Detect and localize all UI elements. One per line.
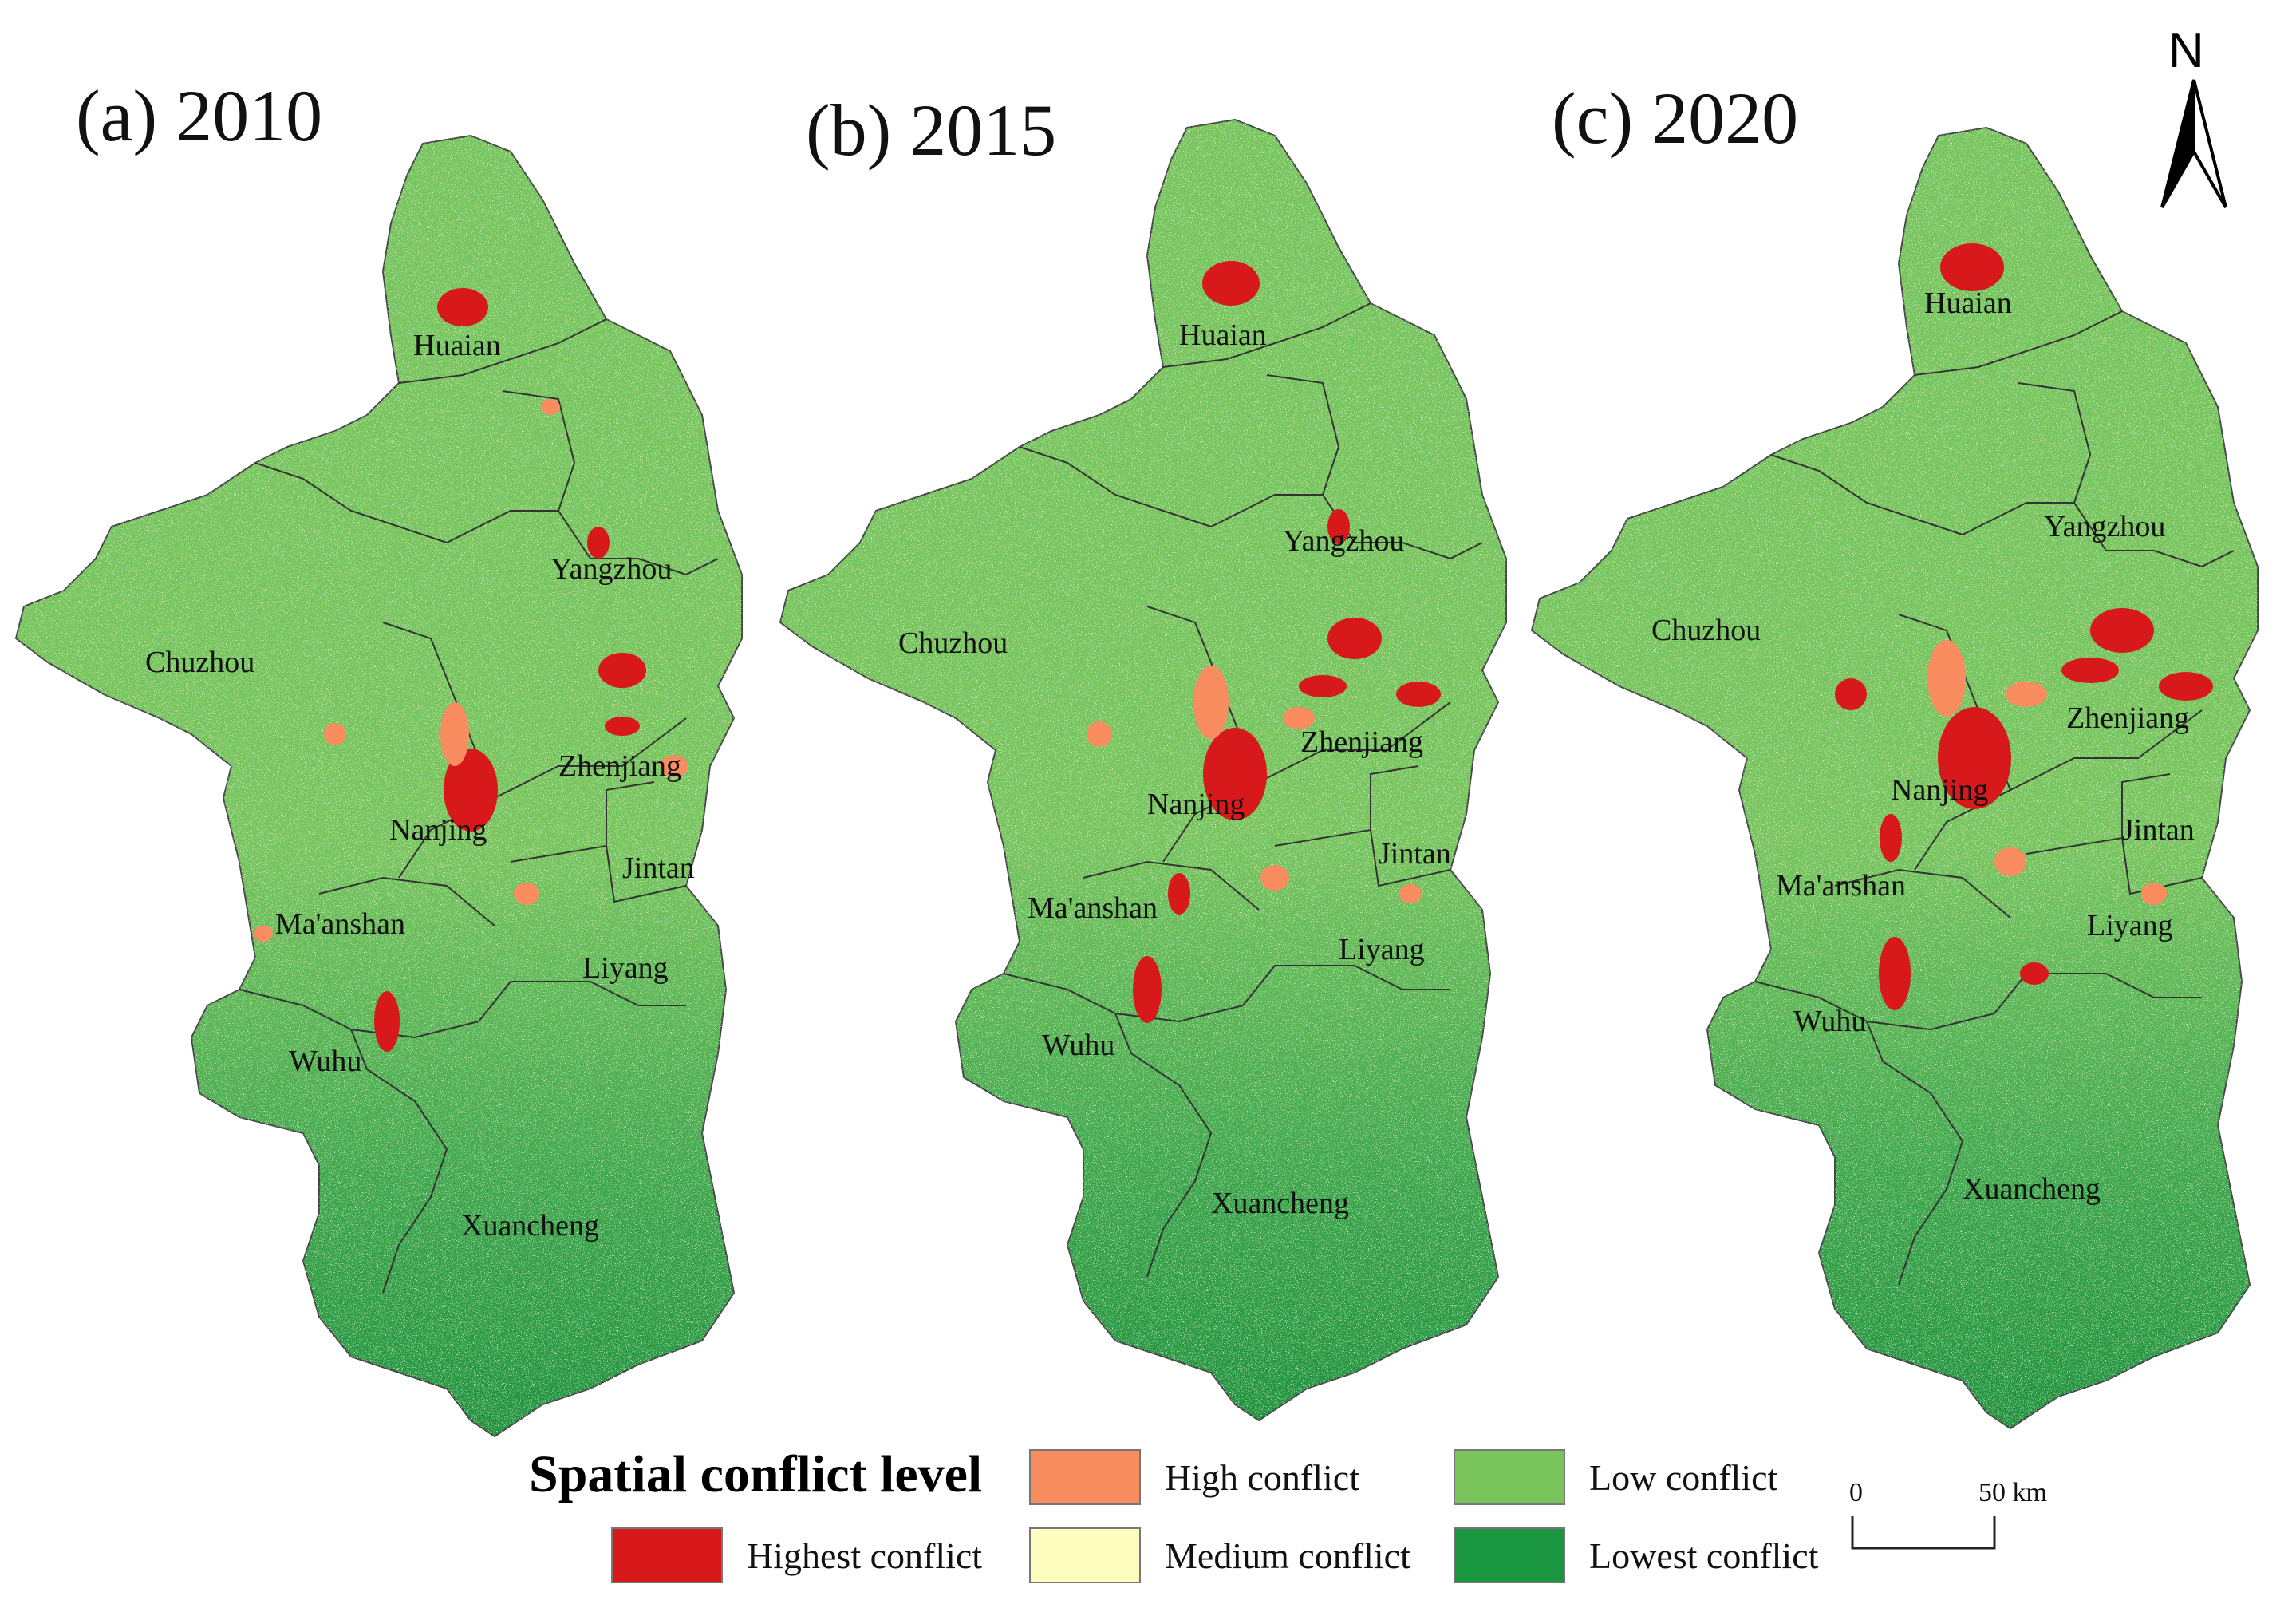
scale-end-label: 50 km <box>1978 1478 2047 1507</box>
city-label: Xuancheng <box>1963 1172 2101 1206</box>
urban-patches-a <box>254 288 688 1052</box>
legend-label-medium: Medium conflict <box>1165 1535 1410 1576</box>
city-label: Huaian <box>1924 286 2012 320</box>
city-label: Jintan <box>1379 837 1451 871</box>
city-labels-a: Huaian Yangzhou Chuzhou Zhenjiang Nanjin… <box>145 329 695 1243</box>
city-labels-b: Huaian Yangzhou Chuzhou Zhenjiang Nanjin… <box>898 318 1451 1220</box>
city-label: Liyang <box>582 951 669 985</box>
city-label: Wuhu <box>1042 1029 1114 1062</box>
legend-label-lowest: Lowest conflict <box>1589 1535 1819 1576</box>
city-label: Xuancheng <box>1211 1187 1349 1220</box>
panel-title-b: (b) 2015 <box>806 89 1057 171</box>
city-label: Huaian <box>1179 318 1267 352</box>
city-label: Chuzhou <box>1651 614 1761 647</box>
legend-swatch-high <box>1029 1449 1141 1505</box>
legend-item-medium: Medium conflict <box>1029 1527 1410 1583</box>
panel-title-a: (a) 2010 <box>76 75 323 156</box>
city-label: Wuhu <box>1793 1005 1866 1038</box>
city-label: Chuzhou <box>898 626 1008 660</box>
city-label: Huaian <box>413 329 501 362</box>
legend-item-high: High conflict <box>1029 1449 1359 1505</box>
north-letter: N <box>2168 23 2204 78</box>
city-label: Jintan <box>622 851 695 885</box>
urban-patches-c <box>1835 243 2213 1010</box>
map-panel-a: Huaian Yangzhou Chuzhou Zhenjiang Nanjin… <box>15 135 743 1437</box>
legend-title: Spatial conflict level <box>529 1445 983 1503</box>
panel-title-c: (c) 2020 <box>1552 77 1799 159</box>
city-label: Yangzhou <box>550 552 672 586</box>
north-arrow-icon <box>2160 79 2227 208</box>
city-label: Jintan <box>2122 813 2195 847</box>
legend-item-low: Low conflict <box>1454 1449 1777 1505</box>
city-labels-c: Huaian Yangzhou Chuzhou Zhenjiang Nanjin… <box>1651 286 2195 1206</box>
city-label: Liyang <box>2087 909 2173 942</box>
city-label: Liyang <box>1339 933 1425 966</box>
map-panel-b: Huaian Yangzhou Chuzhou Zhenjiang Nanjin… <box>779 119 1507 1421</box>
city-label: Yangzhou <box>2044 510 2165 543</box>
legend-label-low: Low conflict <box>1589 1456 1778 1498</box>
city-label: Chuzhou <box>145 646 254 679</box>
legend-swatch-low <box>1454 1449 1565 1505</box>
legend-item-highest: Highest conflict <box>611 1527 982 1583</box>
legend-swatch-lowest <box>1454 1527 1565 1583</box>
city-label: Nanjing <box>389 813 487 847</box>
city-label: Ma'anshan <box>1776 869 1906 903</box>
city-label: Ma'anshan <box>1028 891 1158 925</box>
city-label: Zhenjiang <box>2066 701 2189 735</box>
legend-label-highest: Highest conflict <box>747 1535 983 1576</box>
city-label: Ma'anshan <box>275 907 405 941</box>
city-label: Nanjing <box>1891 773 1988 807</box>
city-label: Nanjing <box>1147 788 1245 821</box>
scale-bar <box>1851 1516 1996 1550</box>
legend-swatch-medium <box>1029 1527 1141 1583</box>
city-label: Yangzhou <box>1283 524 1404 558</box>
city-label: Wuhu <box>289 1045 361 1078</box>
urban-patches-b <box>1087 261 1441 1023</box>
city-label: Zhenjiang <box>558 749 681 783</box>
legend-swatch-highest <box>611 1527 723 1583</box>
scale-start-label: 0 <box>1849 1478 1863 1507</box>
map-panel-c: Huaian Yangzhou Chuzhou Zhenjiang Nanjin… <box>1531 127 2259 1429</box>
legend-item-lowest: Lowest conflict <box>1454 1527 1818 1583</box>
legend-label-high: High conflict <box>1165 1456 1359 1498</box>
city-label: Xuancheng <box>461 1209 599 1243</box>
city-label: Zhenjiang <box>1300 725 1423 759</box>
